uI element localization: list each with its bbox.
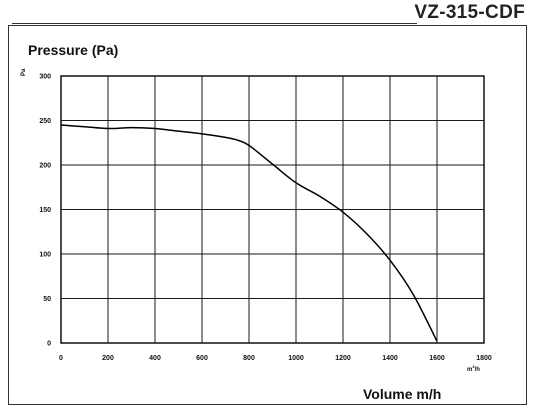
x-tick-label: 200: [102, 355, 114, 362]
y-tick-label: 0: [47, 341, 51, 348]
title-underline: [12, 23, 417, 24]
x-unit-exp: 3: [472, 364, 475, 369]
x-axis-label: Volume m/h: [363, 386, 442, 402]
chart-frame: [8, 25, 527, 405]
series-layer: [60, 124, 438, 342]
y-tick-label: 200: [39, 163, 51, 170]
pressure-curve: [60, 124, 438, 342]
x-tick-label: 600: [196, 355, 208, 362]
x-tick-label: 800: [243, 355, 255, 362]
model-title: VZ-315-CDF: [414, 2, 525, 23]
y-tick-label: 50: [43, 296, 51, 303]
x-tick-label: 1400: [382, 355, 398, 362]
x-tick-label: 1200: [335, 355, 351, 362]
tick-labels: 0 200 400 600 800 1000 1200 1400 1600 1800 0 50 100 1…: [39, 74, 492, 363]
x-tick-label: 1600: [429, 355, 445, 362]
y-axis-label: Pressure (Pa): [28, 42, 119, 58]
y-tick-label: 300: [39, 74, 51, 81]
plot-border: [60, 75, 485, 344]
x-unit-tail: /h: [474, 367, 480, 373]
y-tick-label: 100: [39, 252, 51, 259]
y-tick-label: 150: [39, 207, 51, 214]
x-tick-label: 0: [59, 355, 63, 362]
x-tick-label: 400: [149, 355, 161, 362]
y-tick-label: 250: [39, 118, 51, 125]
x-tick-label: 1000: [288, 355, 304, 362]
x-tick-label: 1800: [476, 355, 492, 362]
x-axis-unit: m3/h: [467, 364, 480, 373]
grid-layer: [60, 75, 485, 344]
x-unit-base: m: [467, 367, 473, 373]
